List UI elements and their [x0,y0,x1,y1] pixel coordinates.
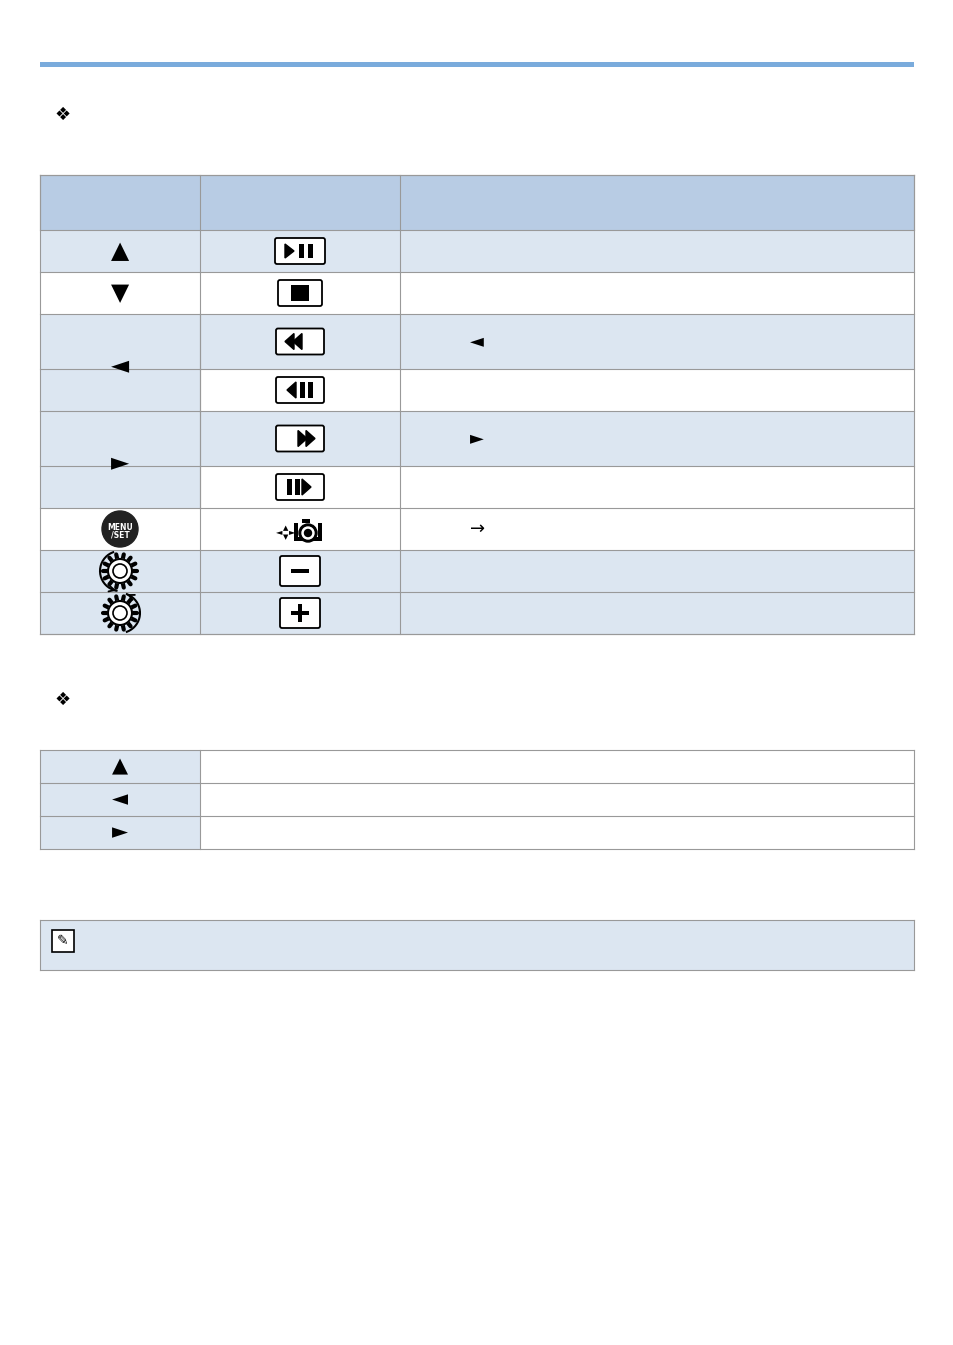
Bar [40,920,913,970]
Bar [40,508,913,550]
FancyBboxPatch shape [275,377,324,404]
Text: ❖: ❖ [55,106,71,124]
Text: ◄: ◄ [275,527,282,537]
Bar [298,243,304,258]
Circle shape [102,511,138,547]
Circle shape [108,601,132,625]
Bar [40,230,913,272]
Bar [287,479,292,495]
Bar [40,412,913,465]
Bar [40,751,200,783]
FancyBboxPatch shape [275,473,324,500]
Circle shape [108,560,132,582]
Bar [291,285,309,301]
Circle shape [302,527,314,539]
Bar [40,465,913,508]
Text: ▼: ▼ [283,534,289,539]
Text: ❖: ❖ [55,691,71,709]
Text: MENU: MENU [107,522,132,531]
Polygon shape [297,430,307,447]
Polygon shape [293,334,302,350]
Bar [297,523,317,537]
Bar [302,519,310,525]
Bar [40,175,913,230]
FancyBboxPatch shape [275,425,324,452]
Text: →: → [469,521,484,538]
Bar [40,816,200,849]
Text: ►: ► [289,527,294,537]
Bar [299,382,305,398]
FancyBboxPatch shape [280,599,319,628]
FancyBboxPatch shape [280,555,319,586]
Polygon shape [287,382,295,398]
Bar [40,550,913,592]
Bar [308,243,313,258]
Text: ►: ► [111,451,129,475]
Bar [308,382,313,398]
Bar [40,783,200,816]
Circle shape [298,525,316,542]
Bar [40,313,200,412]
Bar [200,751,913,783]
Text: ▲: ▲ [111,239,129,264]
Text: ►: ► [470,429,483,448]
Bar [40,313,913,369]
Text: ►: ► [112,823,128,842]
Bar [52,929,74,952]
FancyBboxPatch shape [277,280,322,307]
Polygon shape [285,243,294,258]
Text: ▼: ▼ [111,281,129,305]
Text: /SET: /SET [111,530,130,539]
Bar [294,523,322,541]
Bar [40,412,200,508]
Bar [40,272,913,313]
Polygon shape [306,430,314,447]
Bar [40,369,913,412]
Bar [291,611,309,615]
FancyBboxPatch shape [274,238,325,264]
Bar [297,604,302,621]
Text: ✎: ✎ [57,933,69,948]
Text: ◄: ◄ [470,332,483,351]
Polygon shape [302,479,311,495]
FancyBboxPatch shape [275,328,324,355]
Circle shape [304,530,312,537]
Polygon shape [285,334,294,350]
Text: ◄: ◄ [111,354,129,378]
Text: ▲: ▲ [283,525,289,531]
Bar [40,592,913,633]
Bar [200,783,913,816]
Text: ▲: ▲ [112,756,128,776]
Text: ◄: ◄ [112,790,128,810]
Bar [291,569,309,573]
Bar [40,62,913,67]
Bar [200,816,913,849]
Bar [294,479,299,495]
